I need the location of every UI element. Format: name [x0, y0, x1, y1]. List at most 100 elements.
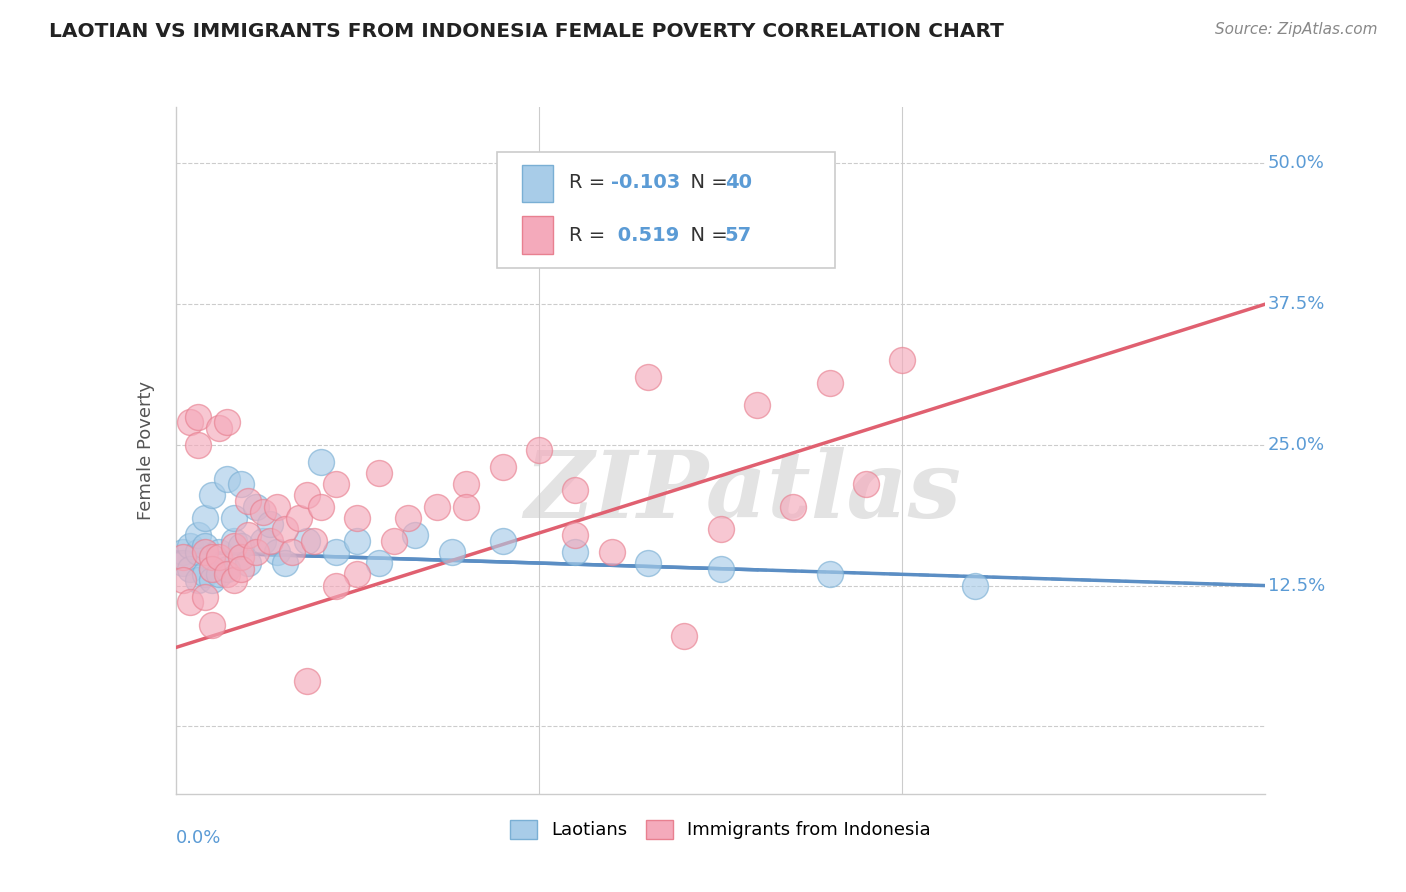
Text: Source: ZipAtlas.com: Source: ZipAtlas.com [1215, 22, 1378, 37]
Point [194, 567, 217, 582]
Text: LAOTIAN VS IMMIGRANTS FROM INDONESIA FEMALE POVERTY CORRELATION CHART: LAOTIAN VS IMMIGRANTS FROM INDONESIA FEM… [49, 22, 1004, 41]
Point [564, 545, 586, 559]
Point [891, 353, 914, 368]
Text: R =: R = [569, 226, 612, 244]
Point [710, 522, 733, 536]
Point [855, 477, 877, 491]
Point [782, 500, 804, 514]
Point [231, 477, 253, 491]
Point [172, 556, 194, 570]
Point [346, 511, 368, 525]
Point [194, 539, 217, 553]
Point [325, 545, 347, 559]
Text: 50.0%: 50.0% [1268, 154, 1324, 172]
Point [238, 494, 260, 508]
Point [309, 500, 332, 514]
Point [396, 511, 419, 525]
Point [194, 511, 217, 525]
Point [208, 567, 231, 582]
FancyBboxPatch shape [522, 216, 553, 254]
Point [231, 550, 253, 565]
Point [382, 533, 405, 548]
Point [456, 500, 478, 514]
Point [440, 545, 463, 559]
Point [201, 550, 224, 565]
Point [309, 455, 332, 469]
Point [266, 500, 288, 514]
Point [527, 443, 550, 458]
Text: 25.0%: 25.0% [1268, 436, 1324, 454]
Legend: Laotians, Immigrants from Indonesia: Laotians, Immigrants from Indonesia [503, 813, 938, 847]
Point [274, 556, 297, 570]
Point [194, 590, 217, 604]
Point [564, 528, 586, 542]
Point [186, 528, 209, 542]
Point [302, 533, 325, 548]
Point [201, 562, 224, 576]
Text: 12.5%: 12.5% [1268, 576, 1324, 595]
Point [600, 545, 623, 559]
Point [259, 533, 281, 548]
Point [295, 488, 318, 502]
Text: 40: 40 [725, 173, 752, 192]
Point [208, 421, 231, 435]
Point [325, 578, 347, 592]
Point [295, 674, 318, 689]
Text: -0.103: -0.103 [610, 173, 679, 192]
Point [231, 539, 253, 553]
Point [215, 472, 238, 486]
Point [186, 409, 209, 424]
Point [201, 488, 224, 502]
Point [231, 562, 253, 576]
Text: 0.519: 0.519 [610, 226, 679, 244]
Point [818, 567, 841, 582]
Point [637, 556, 659, 570]
Point [492, 460, 515, 475]
Point [259, 516, 281, 531]
Point [346, 567, 368, 582]
Text: N =: N = [678, 226, 734, 244]
Point [600, 224, 623, 238]
Point [172, 545, 194, 559]
Point [252, 533, 274, 548]
Point [179, 595, 201, 609]
Point [673, 629, 696, 643]
Point [963, 578, 986, 592]
Point [215, 415, 238, 429]
FancyBboxPatch shape [498, 152, 835, 268]
Point [288, 511, 311, 525]
Point [745, 399, 768, 413]
Point [245, 545, 267, 559]
Point [245, 500, 267, 514]
Point [564, 483, 586, 497]
Point [208, 550, 231, 565]
Point [274, 522, 297, 536]
Point [405, 528, 427, 542]
Point [208, 545, 231, 559]
Text: 0.0%: 0.0% [176, 830, 221, 847]
Point [172, 550, 194, 565]
Point [368, 556, 391, 570]
Point [179, 539, 201, 553]
Point [201, 573, 224, 587]
Point [179, 562, 201, 576]
Y-axis label: Female Poverty: Female Poverty [136, 381, 155, 520]
Point [252, 505, 274, 519]
Point [222, 539, 245, 553]
Point [710, 562, 733, 576]
Point [325, 477, 347, 491]
Point [186, 438, 209, 452]
Point [194, 545, 217, 559]
Point [222, 511, 245, 525]
Point [186, 545, 209, 559]
Point [215, 562, 238, 576]
Text: ZIPatlas: ZIPatlas [524, 447, 960, 537]
Point [456, 477, 478, 491]
FancyBboxPatch shape [522, 165, 553, 202]
Point [426, 500, 449, 514]
Point [368, 466, 391, 480]
Point [215, 567, 238, 582]
Point [222, 573, 245, 587]
Point [172, 573, 194, 587]
Text: 37.5%: 37.5% [1268, 295, 1324, 313]
